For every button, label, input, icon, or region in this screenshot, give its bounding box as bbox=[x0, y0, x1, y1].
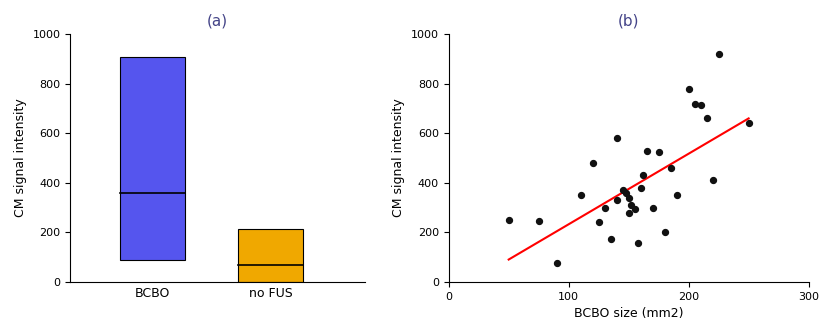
Point bbox=[616, 188, 629, 193]
Point bbox=[742, 121, 756, 126]
Point bbox=[610, 136, 623, 141]
Point bbox=[628, 206, 641, 211]
Point bbox=[502, 217, 516, 222]
Point bbox=[658, 230, 671, 235]
Point bbox=[610, 197, 623, 203]
Point bbox=[604, 236, 617, 241]
Point bbox=[625, 202, 638, 208]
X-axis label: BCBO size (mm2): BCBO size (mm2) bbox=[574, 307, 683, 320]
Point bbox=[550, 261, 563, 266]
Point bbox=[636, 173, 650, 178]
Point bbox=[622, 195, 636, 200]
Bar bbox=[120, 56, 185, 260]
Point bbox=[670, 192, 683, 198]
Point bbox=[586, 160, 599, 166]
Y-axis label: CM signal intensity: CM signal intensity bbox=[392, 99, 406, 217]
Point bbox=[592, 220, 606, 225]
Point bbox=[631, 241, 645, 246]
Point bbox=[694, 102, 707, 108]
Bar bbox=[238, 228, 303, 282]
Point bbox=[652, 149, 666, 155]
Point bbox=[688, 101, 701, 106]
Point bbox=[598, 205, 611, 210]
Point bbox=[712, 51, 726, 57]
Point bbox=[640, 148, 653, 153]
Point bbox=[634, 185, 647, 190]
Point bbox=[622, 210, 636, 215]
Point bbox=[646, 205, 659, 210]
Point bbox=[682, 86, 696, 92]
Title: (a): (a) bbox=[207, 14, 228, 29]
Point bbox=[620, 190, 633, 195]
Y-axis label: CM signal intensity: CM signal intensity bbox=[14, 99, 27, 217]
Title: (b): (b) bbox=[618, 14, 640, 29]
Point bbox=[664, 165, 677, 171]
Point bbox=[700, 116, 713, 121]
Point bbox=[574, 192, 587, 198]
Point bbox=[706, 178, 720, 183]
Point bbox=[532, 218, 546, 224]
